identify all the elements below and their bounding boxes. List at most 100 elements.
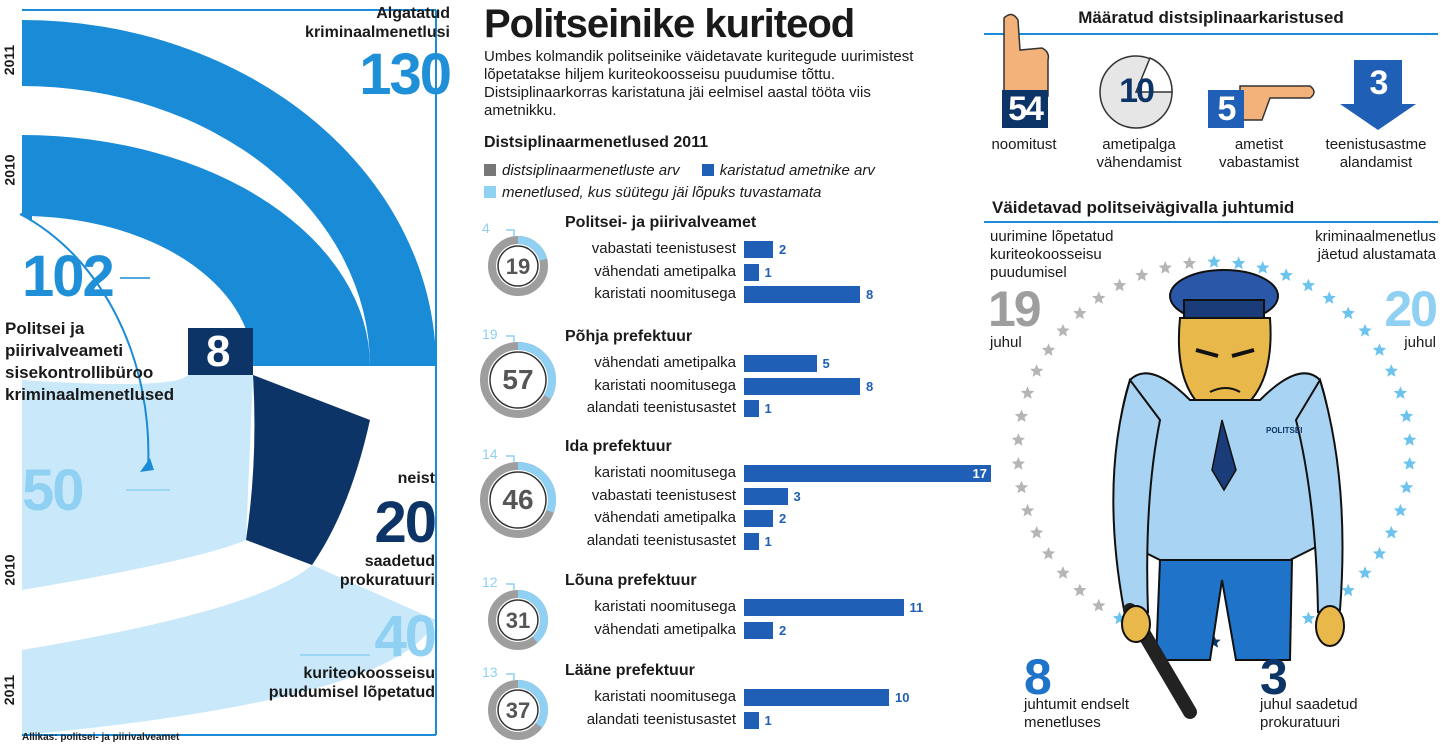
donut-unproven-label: 4 xyxy=(482,220,490,236)
penalty-value: 10 xyxy=(1119,72,1155,110)
penalty-label: ametipalga vähendamist xyxy=(1096,136,1182,171)
ring-star xyxy=(1020,386,1035,399)
donut-unproven-label: 12 xyxy=(482,574,498,590)
violence-notstarted-unit: juhul xyxy=(1404,334,1436,351)
ring-star xyxy=(1341,583,1355,597)
donut-total-label: 31 xyxy=(505,608,531,633)
bar-category-label: karistati noomitusega xyxy=(594,285,736,303)
ring-star xyxy=(1158,629,1172,642)
ring-star xyxy=(1041,546,1056,560)
ring-star xyxy=(1073,306,1087,320)
ring-2010-top xyxy=(22,135,370,366)
donut-unproven-label: 19 xyxy=(482,326,498,342)
bar xyxy=(744,599,904,616)
donut-total-label: 57 xyxy=(502,364,534,395)
bar-category-label: vähendati ametipalka xyxy=(594,354,736,371)
ring-star xyxy=(1393,386,1408,399)
ring-star xyxy=(1403,433,1417,446)
ring-star xyxy=(1399,480,1414,494)
bar xyxy=(744,510,773,528)
bar-value-label: 11 xyxy=(909,600,924,615)
penalty-label: teenistusastme alandamist xyxy=(1325,136,1427,171)
ring-star xyxy=(1207,635,1221,648)
sent-value: 20 xyxy=(374,490,437,555)
violence-rule xyxy=(984,221,1438,223)
ring-diagram xyxy=(19,9,437,736)
legend-item-total: distsiplinaarmenetluste arv xyxy=(484,162,680,179)
ring-star xyxy=(1014,409,1029,423)
bar xyxy=(744,400,759,418)
ring-star xyxy=(1092,598,1106,612)
ring-star xyxy=(1279,621,1293,635)
violence-ended-unit: juhul xyxy=(990,334,1022,351)
group-title: Põhja prefektuur xyxy=(565,328,693,345)
badge-text: POLITSEI xyxy=(1266,426,1303,435)
bar xyxy=(744,286,860,304)
violence-ended-value: 19 xyxy=(988,281,1042,337)
bar-category-label: karistati noomitusega xyxy=(594,464,736,481)
ring-star xyxy=(1341,306,1355,320)
ring-star xyxy=(1231,256,1246,270)
bar-value-label: 10 xyxy=(895,690,910,705)
segment-8 xyxy=(188,328,253,375)
bar xyxy=(744,487,788,505)
legend-item-unproven: menetlused, kus süütegu jäi lõpuks tuvas… xyxy=(484,184,821,201)
bar-value-label: 1 xyxy=(764,534,772,550)
bar-category-label: vabastati teenistusest xyxy=(591,240,736,257)
group-title: Ida prefektuur xyxy=(565,438,672,455)
bar xyxy=(744,533,759,551)
bar xyxy=(744,355,817,372)
source-note: Allikas: politsei- ja piirivalveamet xyxy=(22,732,180,743)
segment-20 xyxy=(246,375,370,565)
inner-label: Politsei ja piirivalveameti sisekontroll… xyxy=(5,319,175,404)
penalty-value: 3 xyxy=(1369,64,1389,102)
donut-unproven-label: 14 xyxy=(482,446,498,462)
bar-value-label: 17 xyxy=(972,466,987,481)
donut-total-label: 46 xyxy=(502,484,534,515)
ring-star xyxy=(1041,343,1056,356)
neist-label: neist xyxy=(397,470,435,487)
ring-star xyxy=(1207,255,1221,268)
group-title: Politsei- ja piirivalveamet xyxy=(565,214,757,231)
bar-value-label: 2 xyxy=(779,242,787,257)
legend-item-punished: karistatud ametnike arv xyxy=(701,162,875,179)
ring-star xyxy=(1256,629,1270,642)
bar-value-label: 1 xyxy=(764,712,772,728)
ring-star xyxy=(1358,566,1372,579)
bar-value-label: 2 xyxy=(779,511,787,527)
page-title: Politseinike kuriteod xyxy=(484,2,855,46)
bar-category-label: vabastati teenistusest xyxy=(591,486,736,504)
bar-category-label: karistati noomitusega xyxy=(594,688,736,705)
ring-star xyxy=(1403,456,1417,470)
ring-star xyxy=(1011,433,1025,446)
bar-chart: Politsei- ja piirivalveamet 19 4 vabastati … xyxy=(480,214,991,740)
group-title: Lõuna prefektuur xyxy=(565,572,697,589)
ring-star xyxy=(1301,278,1316,292)
ring-star xyxy=(1301,611,1316,625)
inner-small-value: 8 xyxy=(206,327,231,376)
light-value: 50 xyxy=(22,458,84,523)
intro-text: Umbes kolmandik politseinike väidetavate… xyxy=(484,48,914,119)
ring-star xyxy=(1372,546,1387,560)
ring-star xyxy=(1020,503,1035,517)
violence-title: Väidetavad politseivägivalla juhtumid xyxy=(992,198,1295,217)
bar xyxy=(744,241,773,258)
ring-star xyxy=(1393,503,1408,517)
donut-total-label: 37 xyxy=(505,698,531,723)
donut-unproven-label: 13 xyxy=(482,664,498,680)
bar xyxy=(744,465,991,482)
bar-value-label: 1 xyxy=(764,264,772,280)
ring-star xyxy=(1322,291,1336,304)
ring-star xyxy=(1279,268,1293,281)
bar-value-label: 1 xyxy=(764,401,772,417)
ring-star xyxy=(1030,525,1044,539)
bar-value-label: 5 xyxy=(822,356,830,371)
ring-star xyxy=(1256,261,1270,274)
ring-2010-bottom xyxy=(22,375,253,590)
bar-category-label: alandati teenistusastet xyxy=(586,399,736,417)
bar-category-label: karistati noomitusega xyxy=(594,376,736,394)
ring-star xyxy=(1384,364,1398,377)
bar xyxy=(744,621,773,639)
ended-value: 40 xyxy=(374,604,437,669)
ring-star xyxy=(1112,611,1127,625)
